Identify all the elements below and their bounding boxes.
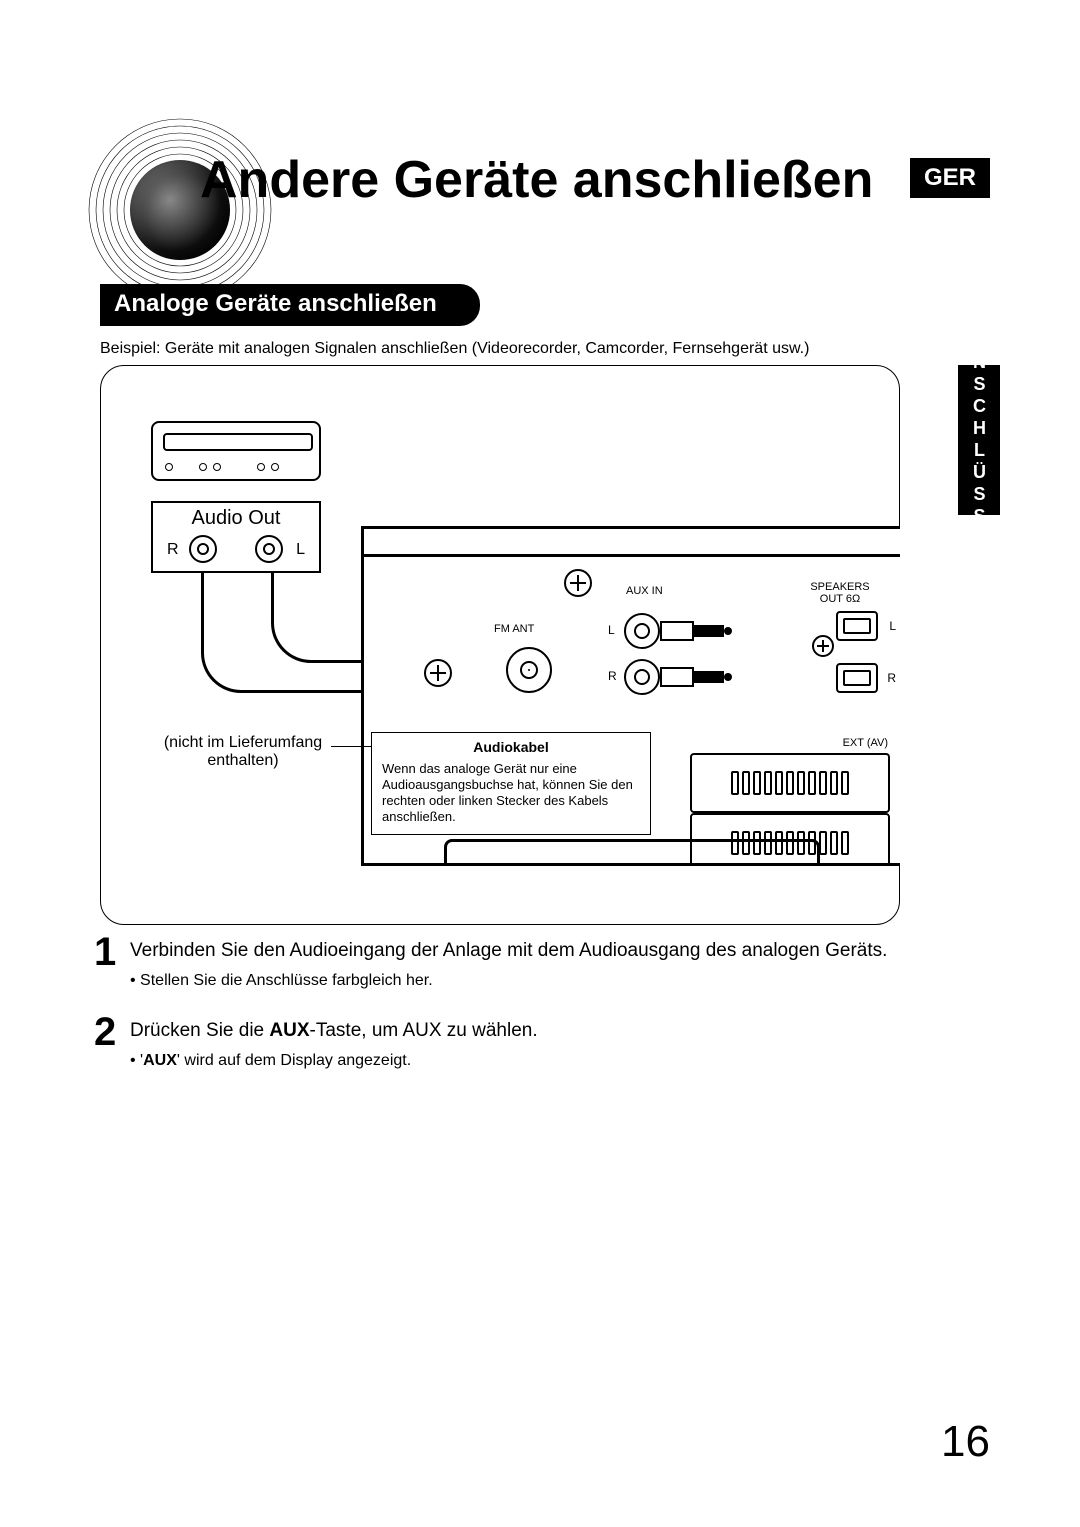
step-2: 2 Drücken Sie die AUX-Taste, um AUX zu w… — [100, 1020, 990, 1070]
speaker-channel-l: L — [889, 619, 896, 633]
page-number: 16 — [941, 1417, 990, 1467]
speaker-graphic — [80, 110, 280, 310]
section-description: Beispiel: Geräte mit analogen Signalen a… — [100, 340, 809, 358]
audiokabel-callout: Audiokabel Wenn das analoge Gerät nur ei… — [371, 732, 651, 835]
speaker-terminal-icon — [836, 663, 878, 693]
side-tab-label: ANSCHLÜSSE — [969, 330, 990, 550]
speaker-terminal-icon — [836, 611, 878, 641]
step-text-part: -Taste, um AUX zu wählen. — [310, 1020, 538, 1041]
channel-label-l: L — [296, 541, 305, 559]
audio-out-panel: Audio Out R L — [151, 501, 321, 573]
language-badge: GER — [910, 158, 990, 198]
channel-label-r: R — [167, 541, 179, 559]
manual-page: Andere Geräte anschließen GER Analoge Ge… — [0, 0, 1080, 1527]
screw-icon — [564, 569, 592, 597]
speaker-channel-r: R — [887, 671, 896, 685]
section-heading: Analoge Geräte anschließen — [100, 284, 480, 326]
step-text-bold: AUX — [269, 1020, 309, 1041]
jack-label-ext: EXT (AV) — [843, 737, 888, 749]
scart-connector-icon — [690, 753, 890, 813]
jack-label-fm: FM ANT — [494, 623, 534, 635]
callout-title: Audiokabel — [382, 739, 640, 757]
step-text-bold: AUX — [143, 1052, 177, 1069]
rca-plug-icon — [660, 619, 730, 643]
aux-channel-l: L — [608, 623, 615, 637]
screw-icon — [424, 659, 452, 687]
step-subtext: 'AUX' wird auf dem Display angezeigt. — [130, 1052, 990, 1070]
not-included-note: (nicht im Lieferumfang enthalten) — [143, 734, 343, 770]
step-text-part: Drücken Sie die — [130, 1020, 269, 1041]
step-number: 2 — [94, 1010, 116, 1055]
rca-plug-icon — [660, 665, 730, 689]
step-text-part: ' wird auf dem Display angezeigt. — [177, 1052, 411, 1069]
step-number: 1 — [94, 930, 116, 975]
step-1: 1 Verbinden Sie den Audioeingang der Anl… — [100, 940, 990, 990]
side-tab: ANSCHLÜSSE — [958, 365, 1000, 515]
coax-jack-icon — [506, 647, 552, 693]
callout-leader-line — [331, 746, 371, 747]
jack-label-aux: AUX IN — [626, 585, 663, 597]
callout-body: Wenn das analoge Gerät nur eine Audioaus… — [382, 761, 640, 826]
jack-label-speakers: SPEAKERS OUT 6Ω — [800, 581, 880, 605]
aux-channel-r: R — [608, 669, 617, 683]
connection-diagram: Audio Out R L (nicht im Lieferumfang ent… — [100, 365, 900, 925]
audio-out-label: Audio Out — [153, 507, 319, 530]
rca-jack-icon — [189, 535, 217, 563]
aux-rca-jack-icon — [624, 659, 660, 695]
panel-bottom-edge — [444, 839, 820, 863]
screw-icon — [812, 635, 834, 657]
rca-jack-icon — [255, 535, 283, 563]
step-text: Verbinden Sie den Audioeingang der Anlag… — [130, 940, 990, 962]
source-device-icon — [151, 421, 321, 481]
aux-rca-jack-icon — [624, 613, 660, 649]
step-subtext: Stellen Sie die Anschlüsse farbgleich he… — [130, 972, 990, 990]
step-text: Drücken Sie die AUX-Taste, um AUX zu wäh… — [130, 1020, 990, 1042]
page-title: Andere Geräte anschließen — [200, 150, 873, 210]
